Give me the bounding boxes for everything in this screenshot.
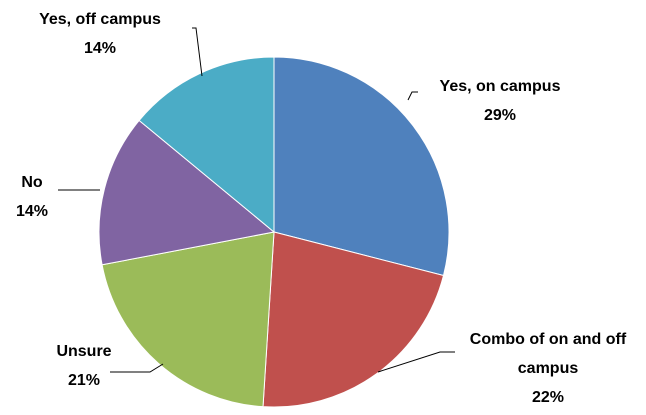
slice-label: Combo of on and off campus 22% [468, 325, 628, 412]
category-label: Yes, on campus [439, 78, 561, 95]
value-label: 14% [15, 203, 49, 220]
leader-line [192, 27, 203, 77]
pie-slice [138, 56, 275, 234]
leader-line [407, 91, 418, 101]
value-label: 29% [483, 107, 517, 124]
slice-label: No 14% [0, 168, 64, 226]
category-label: Unsure [56, 343, 112, 360]
pie-slice [101, 231, 275, 408]
leader-line [110, 363, 164, 373]
pie-slice [98, 119, 276, 266]
pie-slice [262, 231, 445, 408]
category-label: Combo of on and off campus [469, 331, 627, 377]
leader-line [377, 351, 455, 373]
slice-label: Unsure 21% [24, 337, 144, 395]
slice-label: Yes, off campus 14% [10, 5, 190, 63]
value-label: 21% [67, 372, 101, 389]
category-label: Yes, off campus [39, 11, 161, 28]
category-label: No [21, 174, 43, 191]
value-label: 22% [531, 389, 565, 406]
slice-label: Yes, on campus 29% [410, 72, 590, 130]
value-label: 14% [83, 40, 117, 57]
pie-slice [273, 56, 450, 277]
